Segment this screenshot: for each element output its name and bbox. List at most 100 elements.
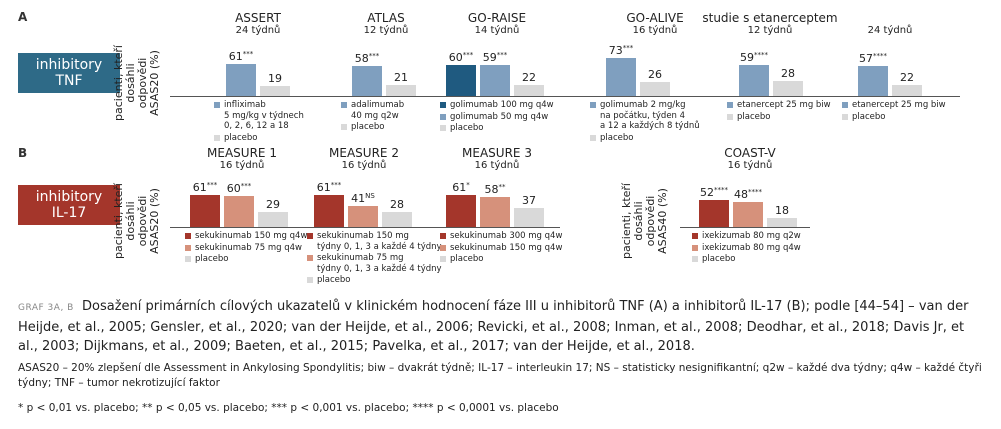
bar-c0-g3-0 bbox=[606, 58, 636, 96]
bar-value-c2-g0-1: 48**** bbox=[734, 188, 762, 202]
legend-item-c2-g0-1: ixekizumab 80 mg q4w bbox=[692, 243, 801, 254]
y-axis-label-b2: pacienti, kteří dosáhli odpovědi ASAS40 … bbox=[620, 183, 669, 259]
legend-item-c0-g4-1: placebo bbox=[727, 112, 831, 123]
study-title-c1-g0: MEASURE 1 bbox=[207, 146, 277, 160]
legend-item-c0-g1-1: placebo bbox=[341, 122, 404, 133]
study-weeks-c0-g4: 12 týdnů bbox=[747, 25, 793, 36]
legend-swatch-c0-g4-1 bbox=[727, 113, 733, 120]
legend-item-c0-g5-1: placebo bbox=[842, 112, 946, 123]
legend-item-c0-g3-0: golimumab 2 mg/kg na počátku, týden 4 a … bbox=[590, 100, 700, 132]
bar-c0-g4-0 bbox=[739, 65, 769, 96]
bar-value-c1-g1-0: 61*** bbox=[316, 181, 342, 195]
bar-value-c0-g4-0: 59**** bbox=[740, 51, 768, 65]
legend-swatch-c2-g0-1 bbox=[692, 244, 698, 251]
legend-text-c0-g5-1: placebo bbox=[852, 111, 886, 122]
bar-c1-g1-2 bbox=[382, 212, 412, 227]
bar-value-c2-g0-2: 18 bbox=[775, 203, 789, 217]
bar-c1-g0-1 bbox=[224, 195, 254, 227]
legend-text-c0-g4-0: etanercept 25 mg biw bbox=[737, 100, 831, 110]
figure-caption: GRAF 3A, B Dosažení primárních cílových … bbox=[18, 297, 988, 356]
study-weeks-c1-g0: 16 týdnů bbox=[219, 160, 265, 171]
legend-swatch-c0-g3-1 bbox=[590, 134, 596, 141]
study-weeks-c1-g2: 16 týdnů bbox=[474, 160, 520, 171]
bar-value-c1-g2-0: 61* bbox=[452, 181, 470, 195]
study-weeks-c1-g1: 16 týdnů bbox=[341, 160, 387, 171]
bar-c1-g2-2 bbox=[514, 207, 544, 227]
bar-c0-g0-1 bbox=[260, 86, 290, 96]
legend-item-c1-g2-1: sekukinumab 150 mg q4w bbox=[440, 243, 562, 254]
legend-text-c1-g2-0: sekukinumab 300 mg q4w bbox=[450, 231, 563, 241]
legend-c0-g1: adalimumab 40 mg q2w placebo bbox=[341, 100, 404, 134]
bar-value-c1-g1-2: 28 bbox=[390, 198, 404, 212]
bar-c1-g1-1 bbox=[348, 205, 378, 227]
legend-text-c0-g0-0: infliximab 5 mg/kg v týdnech 0, 2, 6, 12… bbox=[224, 100, 304, 131]
legend-c0-g0: infliximab 5 mg/kg v týdnech 0, 2, 6, 12… bbox=[214, 100, 304, 144]
legend-swatch-c0-g3-0 bbox=[590, 102, 596, 108]
legend-item-c0-g1-0: adalimumab 40 mg q2w bbox=[341, 100, 404, 121]
legend-text-c0-g3-1: placebo bbox=[600, 132, 634, 143]
legend-item-c1-g1-2: placebo bbox=[307, 275, 442, 286]
caption-footnote: * p < 0,01 vs. placebo; ** p < 0,05 vs. … bbox=[18, 402, 559, 414]
legend-text-c1-g1-2: placebo bbox=[317, 275, 351, 285]
legend-swatch-c0-g5-0 bbox=[842, 102, 848, 108]
legend-item-c1-g1-1: sekukinumab 75 mg týdny 0, 1, 3 a každé … bbox=[307, 253, 442, 274]
legend-text-c0-g1-1: placebo bbox=[351, 122, 385, 132]
legend-text-c0-g2-1: golimumab 50 mg q4w bbox=[450, 111, 549, 122]
bar-c0-g2-1 bbox=[480, 65, 510, 96]
bar-c1-g2-0 bbox=[446, 195, 476, 227]
bar-c0-g1-1 bbox=[386, 85, 416, 96]
legend-swatch-c0-g2-2 bbox=[440, 125, 446, 131]
legend-item-c0-g0-0: infliximab 5 mg/kg v týdnech 0, 2, 6, 12… bbox=[214, 100, 304, 132]
legend-text-c1-g2-1: sekukinumab 150 mg q4w bbox=[450, 242, 563, 253]
study-title-c1-g1: MEASURE 2 bbox=[329, 146, 399, 160]
legend-item-c1-g0-0: sekukinumab 150 mg q4w bbox=[185, 231, 307, 242]
bar-c0-g5-1 bbox=[892, 84, 922, 96]
bar-c2-g0-1 bbox=[733, 202, 763, 227]
legend-swatch-c0-g5-1 bbox=[842, 113, 848, 120]
caption-abbreviations: ASAS20 – 20% zlepšení dle Assessment in … bbox=[18, 362, 982, 389]
legend-item-c0-g5-0: etanercept 25 mg biw bbox=[842, 100, 946, 111]
bar-c0-g3-1 bbox=[640, 82, 670, 96]
legend-c0-g4: etanercept 25 mg biw placebo bbox=[727, 100, 831, 123]
bar-value-c1-g1-1: 41NS bbox=[351, 191, 375, 205]
legend-text-c0-g4-1: placebo bbox=[737, 111, 771, 122]
y-axis-label-b: pacienti, kteří dosáhli odpovědi ASAS20 … bbox=[112, 183, 161, 259]
legend-text-c2-g0-1: ixekizumab 80 mg q4w bbox=[702, 242, 801, 253]
legend-text-c0-g5-0: etanercept 25 mg biw bbox=[852, 100, 946, 110]
legend-item-c0-g4-0: etanercept 25 mg biw bbox=[727, 100, 831, 111]
study-weeks-c0-g5: 24 týdnů bbox=[867, 25, 913, 36]
legend-item-c0-g3-1: placebo bbox=[590, 133, 700, 144]
bar-c2-g0-2 bbox=[767, 217, 797, 227]
legend-swatch-c1-g0-2 bbox=[185, 256, 191, 262]
badge-tnf: inhibitory TNF bbox=[18, 53, 120, 93]
legend-swatch-c1-g0-0 bbox=[185, 233, 191, 239]
legend-swatch-c1-g0-1 bbox=[185, 244, 191, 251]
legend-item-c0-g0-1: placebo bbox=[214, 133, 304, 144]
bar-c0-g2-0 bbox=[446, 64, 476, 96]
legend-c0-g3: golimumab 2 mg/kg na počátku, týden 4 a … bbox=[590, 100, 700, 144]
caption-lead: GRAF 3A, B bbox=[18, 303, 74, 313]
legend-swatch-c0-g4-0 bbox=[727, 102, 733, 108]
bar-value-c1-g0-1: 60*** bbox=[226, 181, 252, 195]
baseline-b bbox=[170, 227, 560, 228]
legend-item-c1-g2-2: placebo bbox=[440, 254, 562, 265]
legend-item-c1-g2-0: sekukinumab 300 mg q4w bbox=[440, 231, 562, 242]
legend-swatch-c2-g0-0 bbox=[692, 233, 698, 239]
legend-c1-g0: sekukinumab 150 mg q4w sekukinumab 75 mg … bbox=[185, 231, 307, 266]
bar-value-c1-g0-0: 61*** bbox=[192, 181, 218, 195]
study-weeks-c2-g0: 16 týdnů bbox=[727, 160, 773, 171]
legend-text-c1-g1-0: sekukinumab 150 mg týdny 0, 1, 3 a každé… bbox=[317, 231, 442, 252]
study-title-c2-g0: COAST-V bbox=[724, 146, 776, 160]
legend-swatch-c0-g0-0 bbox=[214, 102, 220, 108]
y-axis-label-a: pacienti, kteří dosáhli odpovědi ASAS20 … bbox=[112, 45, 161, 121]
bar-value-c0-g5-0: 57**** bbox=[859, 52, 887, 66]
bar-value-c0-g3-1: 26 bbox=[648, 68, 662, 82]
legend-text-c1-g1-1: sekukinumab 75 mg týdny 0, 1, 3 a každé … bbox=[317, 253, 442, 274]
bar-value-c0-g2-1: 59*** bbox=[482, 51, 508, 65]
bar-c0-g4-1 bbox=[773, 81, 803, 96]
legend-c1-g2: sekukinumab 300 mg q4w sekukinumab 150 mg… bbox=[440, 231, 562, 266]
baseline-b2 bbox=[680, 227, 810, 228]
caption-text: Dosažení primárních cílových ukazatelů v… bbox=[18, 299, 969, 354]
legend-swatch-c0-g1-1 bbox=[341, 124, 347, 130]
study-title-c0-g0: ASSERT bbox=[235, 11, 281, 25]
